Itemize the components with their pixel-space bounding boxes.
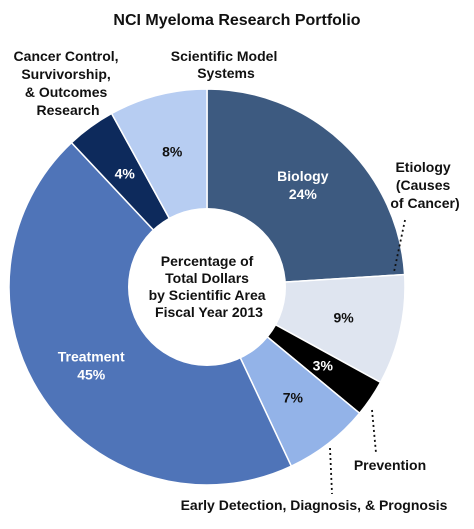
leader-early-detection — [329, 447, 333, 495]
label-prevention: Prevention — [354, 457, 426, 473]
slice-label-early-detection-diagnosis-prognosis: 7% — [283, 390, 304, 406]
slice-label-treatment: Treatment 45% — [58, 349, 125, 383]
leader-prevention — [371, 409, 377, 454]
donut-hole — [128, 208, 286, 366]
center-line-4: Fiscal Year 2013 — [155, 304, 263, 320]
slice-label-biology: Biology 24% — [277, 168, 329, 202]
label-model-systems-line-2: Systems — [197, 65, 255, 81]
center-line-2: Total Dollars — [165, 270, 249, 286]
label-cancer-control-line-1: Cancer Control, — [14, 48, 119, 64]
slice-label-cancer-control-survivorship-outcomes-research: 4% — [115, 166, 136, 182]
slice-label-prevention: 3% — [313, 358, 334, 374]
slice-label-etiology-causes-of-cancer: 9% — [334, 310, 355, 326]
label-cancer-control-line-4: Research — [36, 102, 99, 118]
label-cancer-control: Cancer Control, Survivorship, & Outcomes… — [14, 48, 123, 118]
center-line-1: Percentage of — [161, 253, 254, 269]
label-cancer-control-line-3: & Outcomes — [25, 84, 108, 100]
leader-etiology — [393, 219, 406, 273]
label-model-systems-line-1: Scientific Model — [171, 48, 278, 64]
slice-value-labels: Biology 24% 9% 3% 7% Treatment 45% 4% 8% — [58, 143, 355, 405]
center-label: Percentage of Total Dollars by Scientifi… — [149, 253, 270, 320]
label-early-detection: Early Detection, Diagnosis, & Prognosis — [181, 497, 448, 513]
label-etiology-line-1: Etiology — [395, 159, 450, 175]
chart-title: NCI Myeloma Research Portfolio — [113, 12, 360, 29]
label-etiology-line-3: of Cancer) — [390, 195, 459, 211]
label-etiology: Etiology (Causes of Cancer) — [390, 159, 459, 211]
label-etiology-line-2: (Causes — [396, 177, 451, 193]
label-model-systems: Scientific Model Systems — [171, 48, 281, 81]
label-cancer-control-line-2: Survivorship, — [21, 66, 110, 82]
slice-label-scientific-model-systems: 8% — [162, 143, 183, 159]
center-line-3: by Scientific Area — [149, 287, 266, 303]
